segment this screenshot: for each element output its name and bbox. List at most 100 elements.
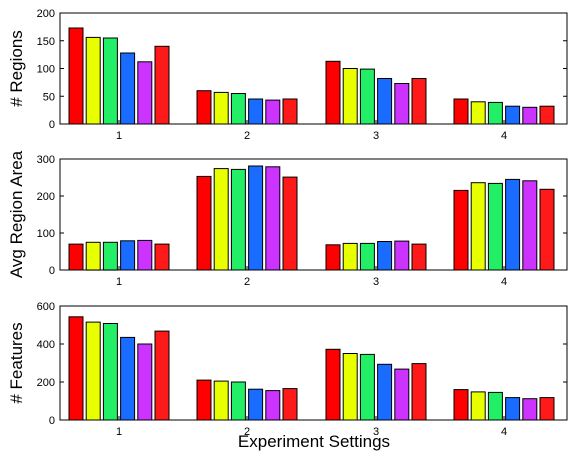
y-tick-label: 200 [37, 191, 55, 203]
bar-p3-g1-s4 [120, 336, 136, 421]
bar-p3-g3-s1 [325, 348, 341, 421]
bar-p2-g4-s6 [539, 188, 555, 271]
bar-p3-g1-s3 [102, 323, 118, 421]
bar-p1-g1-s5 [137, 61, 153, 125]
bar-p3-g4-s1 [453, 389, 469, 421]
bar-p2-g2-s5 [265, 166, 281, 271]
bar-p2-g2-s4 [248, 165, 264, 271]
x-tick-label: 4 [501, 130, 507, 142]
x-tick-label: 4 [501, 276, 507, 288]
bar-p3-g2-s1 [196, 379, 212, 421]
x-tick-label: 1 [116, 276, 122, 288]
bar-p1-g1-s4 [120, 52, 136, 125]
bar-p2-g1-s1 [68, 243, 84, 271]
bar-p2-g3-s2 [342, 242, 358, 271]
plot-frame [59, 158, 568, 271]
bar-p1-g4-s2 [470, 101, 486, 125]
bar-p1-g3-s3 [359, 68, 375, 125]
bar-p3-g3-s6 [411, 363, 427, 421]
x-tick-label: 3 [373, 426, 379, 438]
plot-frame [59, 305, 568, 421]
bar-p1-g4-s5 [522, 106, 538, 125]
bar-p1-g1-s2 [85, 36, 101, 125]
bar-p2-g1-s3 [102, 241, 118, 271]
y-tick-label: 50 [43, 91, 55, 103]
y-tick-label: 200 [37, 8, 55, 20]
x-tick-label: 2 [244, 130, 250, 142]
bar-p2-g3-s3 [359, 242, 375, 271]
x-tick-label: 4 [501, 426, 507, 438]
bar-p1-g1-s3 [102, 37, 118, 125]
bar-p3-g4-s6 [539, 397, 555, 421]
bar-p3-g2-s2 [213, 380, 229, 421]
x-tick-label: 3 [373, 130, 379, 142]
panel-3: 0 200 400 600 1 2 3 4 # Features [7, 301, 568, 438]
bar-p3-g2-s3 [230, 381, 246, 421]
bar-p1-g2-s3 [230, 93, 246, 125]
bar-p2-g1-s5 [137, 239, 153, 271]
x-axis-label: Experiment Settings [238, 432, 390, 451]
bar-p3-g4-s2 [470, 391, 486, 421]
bar-p1-g4-s1 [453, 98, 469, 125]
bar-p3-g2-s6 [282, 388, 298, 421]
bar-p2-g4-s3 [487, 182, 503, 271]
x-tick-label: 2 [244, 276, 250, 288]
bar-p3-g4-s3 [487, 391, 503, 421]
bar-p3-g4-s5 [522, 398, 538, 421]
bar-p1-g2-s2 [213, 91, 229, 125]
bar-p1-g1-s1 [68, 27, 84, 125]
y-tick-label: 600 [37, 301, 55, 313]
bar-p2-g4-s4 [505, 178, 521, 271]
bar-p3-g2-s5 [265, 390, 281, 421]
y-tick-label: 100 [37, 64, 55, 76]
bar-p3-g3-s4 [377, 363, 393, 421]
bar-p3-g1-s1 [68, 316, 84, 421]
bar-p3-g3-s2 [342, 353, 358, 421]
y-axis-label: Avg Region Area [7, 150, 26, 278]
bar-p1-g3-s2 [342, 68, 358, 125]
bar-p1-g2-s5 [265, 99, 281, 125]
bar-p1-g1-s6 [154, 45, 170, 125]
bar-p3-g2-s4 [248, 388, 264, 421]
bar-p2-g2-s1 [196, 175, 212, 271]
bar-p1-g2-s1 [196, 90, 212, 125]
bar-p3-g3-s3 [359, 353, 375, 421]
bar-p3-g1-s2 [85, 321, 101, 421]
y-tick-label: 300 [37, 154, 55, 166]
panel-2: 0 100 200 300 1 2 3 4 Avg Region Area [7, 150, 568, 288]
bar-p2-g2-s6 [282, 176, 298, 271]
bar-p2-g4-s1 [453, 189, 469, 271]
bar-p2-g2-s3 [230, 168, 246, 271]
bar-p1-g3-s1 [325, 60, 341, 125]
bar-p2-g3-s6 [411, 243, 427, 271]
bar-p2-g3-s1 [325, 244, 341, 271]
bar-p2-g4-s2 [470, 182, 486, 271]
bar-p1-g4-s3 [487, 101, 503, 125]
bar-p2-g2-s2 [213, 168, 229, 271]
bar-p2-g4-s5 [522, 180, 538, 271]
bar-p1-g2-s4 [248, 98, 264, 125]
y-tick-label: 150 [37, 36, 55, 48]
bar-p1-g4-s6 [539, 105, 555, 125]
bar-p1-g4-s4 [505, 105, 521, 125]
bar-p2-g1-s4 [120, 240, 136, 271]
x-tick-label: 2 [244, 426, 250, 438]
x-tick-label: 1 [116, 130, 122, 142]
bar-p3-g4-s4 [505, 397, 521, 421]
bar-p3-g3-s5 [394, 368, 410, 421]
y-tick-label: 100 [37, 228, 55, 240]
x-tick-label: 1 [116, 426, 122, 438]
bar-p2-g1-s6 [154, 243, 170, 271]
y-tick-label: 200 [37, 377, 55, 389]
bar-p2-g3-s4 [377, 241, 393, 271]
y-axis-label: # Features [7, 322, 26, 403]
panel-1: 0 50 100 150 200 1 2 3 4 # Regions [7, 8, 568, 142]
y-tick-label: 0 [49, 119, 55, 131]
y-axis-label: # Regions [7, 30, 26, 107]
bar-p1-g2-s6 [282, 98, 298, 125]
bar-p3-g1-s6 [154, 330, 170, 421]
bar-p2-g1-s2 [85, 241, 101, 271]
y-tick-label: 0 [49, 265, 55, 277]
bar-p1-g3-s4 [377, 78, 393, 125]
